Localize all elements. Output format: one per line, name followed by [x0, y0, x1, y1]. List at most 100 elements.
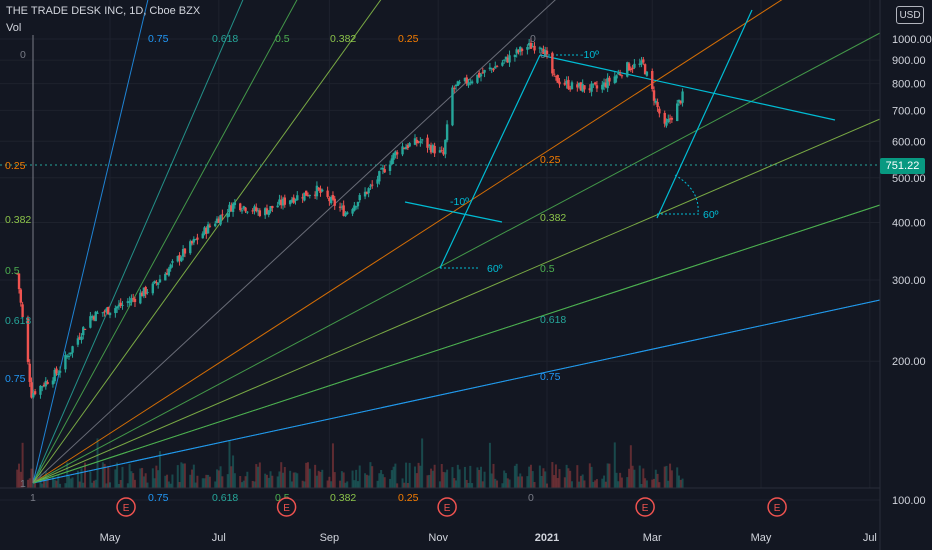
candle — [305, 190, 308, 196]
candle — [44, 377, 47, 390]
volume-bar — [588, 463, 591, 488]
candle — [192, 236, 196, 246]
candle-body — [306, 195, 310, 197]
candle — [242, 205, 245, 211]
earnings-marker: E — [116, 497, 136, 517]
candle-body — [663, 112, 666, 124]
volume-bar — [617, 481, 620, 488]
earnings-marker: E — [767, 497, 787, 517]
candle — [417, 140, 420, 144]
candle — [205, 226, 208, 239]
candle-body — [583, 85, 586, 90]
volume-bar — [531, 471, 534, 488]
volume-bar — [139, 468, 142, 488]
candle — [158, 274, 162, 283]
volume-bar — [182, 463, 185, 488]
volume-bar — [615, 472, 618, 488]
candle-body — [205, 227, 208, 234]
candle-body — [69, 352, 72, 355]
candle-body — [445, 124, 449, 141]
volume-bar — [239, 476, 242, 488]
candle — [533, 42, 536, 54]
candle-body — [308, 194, 311, 196]
candle — [328, 196, 331, 206]
volume-bar — [594, 480, 597, 488]
candle — [593, 81, 597, 86]
volume-bar — [533, 482, 536, 488]
candle — [670, 116, 674, 123]
volume-bar — [451, 467, 454, 488]
candle-body — [420, 139, 424, 141]
candle-body — [58, 370, 62, 373]
candle — [21, 301, 24, 319]
candle-body — [406, 145, 410, 148]
candle — [171, 259, 174, 268]
volume-bar — [126, 483, 129, 488]
candle-body — [321, 189, 324, 192]
candle-body — [57, 373, 60, 375]
symbol-title[interactable]: THE TRADE DESK INC, 1D, Cboe BZX — [6, 5, 201, 17]
candle-body — [217, 218, 221, 223]
candle — [340, 203, 344, 210]
volume-bar — [208, 476, 211, 488]
candle — [531, 42, 534, 48]
earnings-label: E — [123, 503, 130, 514]
volume-bar — [467, 482, 470, 488]
candle — [26, 315, 30, 365]
candle — [101, 312, 105, 317]
candle-body — [251, 210, 254, 212]
candle-body — [640, 60, 643, 65]
candle — [319, 185, 322, 197]
candle-body — [255, 207, 258, 212]
volume-bar — [89, 471, 92, 488]
currency-button[interactable]: USD — [896, 6, 924, 24]
candle — [401, 142, 404, 157]
candle-body — [189, 241, 192, 254]
volume-bar — [446, 469, 449, 488]
candle-body — [246, 211, 249, 213]
candle — [677, 99, 681, 106]
candle-body — [408, 143, 411, 147]
volume-bar — [578, 481, 581, 488]
earnings-label: E — [642, 503, 649, 514]
candle — [369, 183, 372, 190]
volume-bar — [265, 474, 268, 488]
volume-bar — [670, 470, 673, 488]
candle-body — [544, 50, 547, 56]
candle-body — [256, 210, 260, 212]
volume-bar — [101, 462, 104, 488]
candle-body — [588, 88, 592, 91]
candle — [665, 118, 668, 128]
candle — [181, 245, 185, 261]
candle — [502, 59, 506, 64]
candle-body — [292, 197, 295, 203]
candle — [517, 49, 520, 55]
candle-body — [146, 291, 149, 293]
candle-body — [392, 153, 395, 160]
candle — [294, 198, 297, 205]
volume-bar — [383, 477, 386, 488]
candle-body — [631, 67, 634, 70]
candle-body — [65, 355, 69, 357]
candle-body — [652, 90, 656, 101]
candle — [253, 204, 256, 215]
volume-bar — [406, 482, 409, 488]
candle — [217, 216, 221, 223]
volume-bar — [80, 468, 83, 488]
candle-body — [338, 206, 342, 208]
volume-bar — [590, 466, 593, 488]
candle — [420, 138, 424, 145]
candle-body — [395, 152, 399, 155]
volume-bar — [378, 473, 381, 488]
candle-body — [39, 385, 42, 395]
candle-body — [533, 45, 536, 51]
earnings-marker: E — [276, 497, 297, 517]
candle-body — [139, 292, 142, 304]
volume-bar — [321, 469, 324, 488]
trend-line — [656, 9, 753, 219]
volume-bar — [651, 479, 654, 488]
volume-bar — [540, 475, 543, 488]
volume-bar — [157, 470, 160, 488]
volume-bar — [107, 466, 110, 488]
